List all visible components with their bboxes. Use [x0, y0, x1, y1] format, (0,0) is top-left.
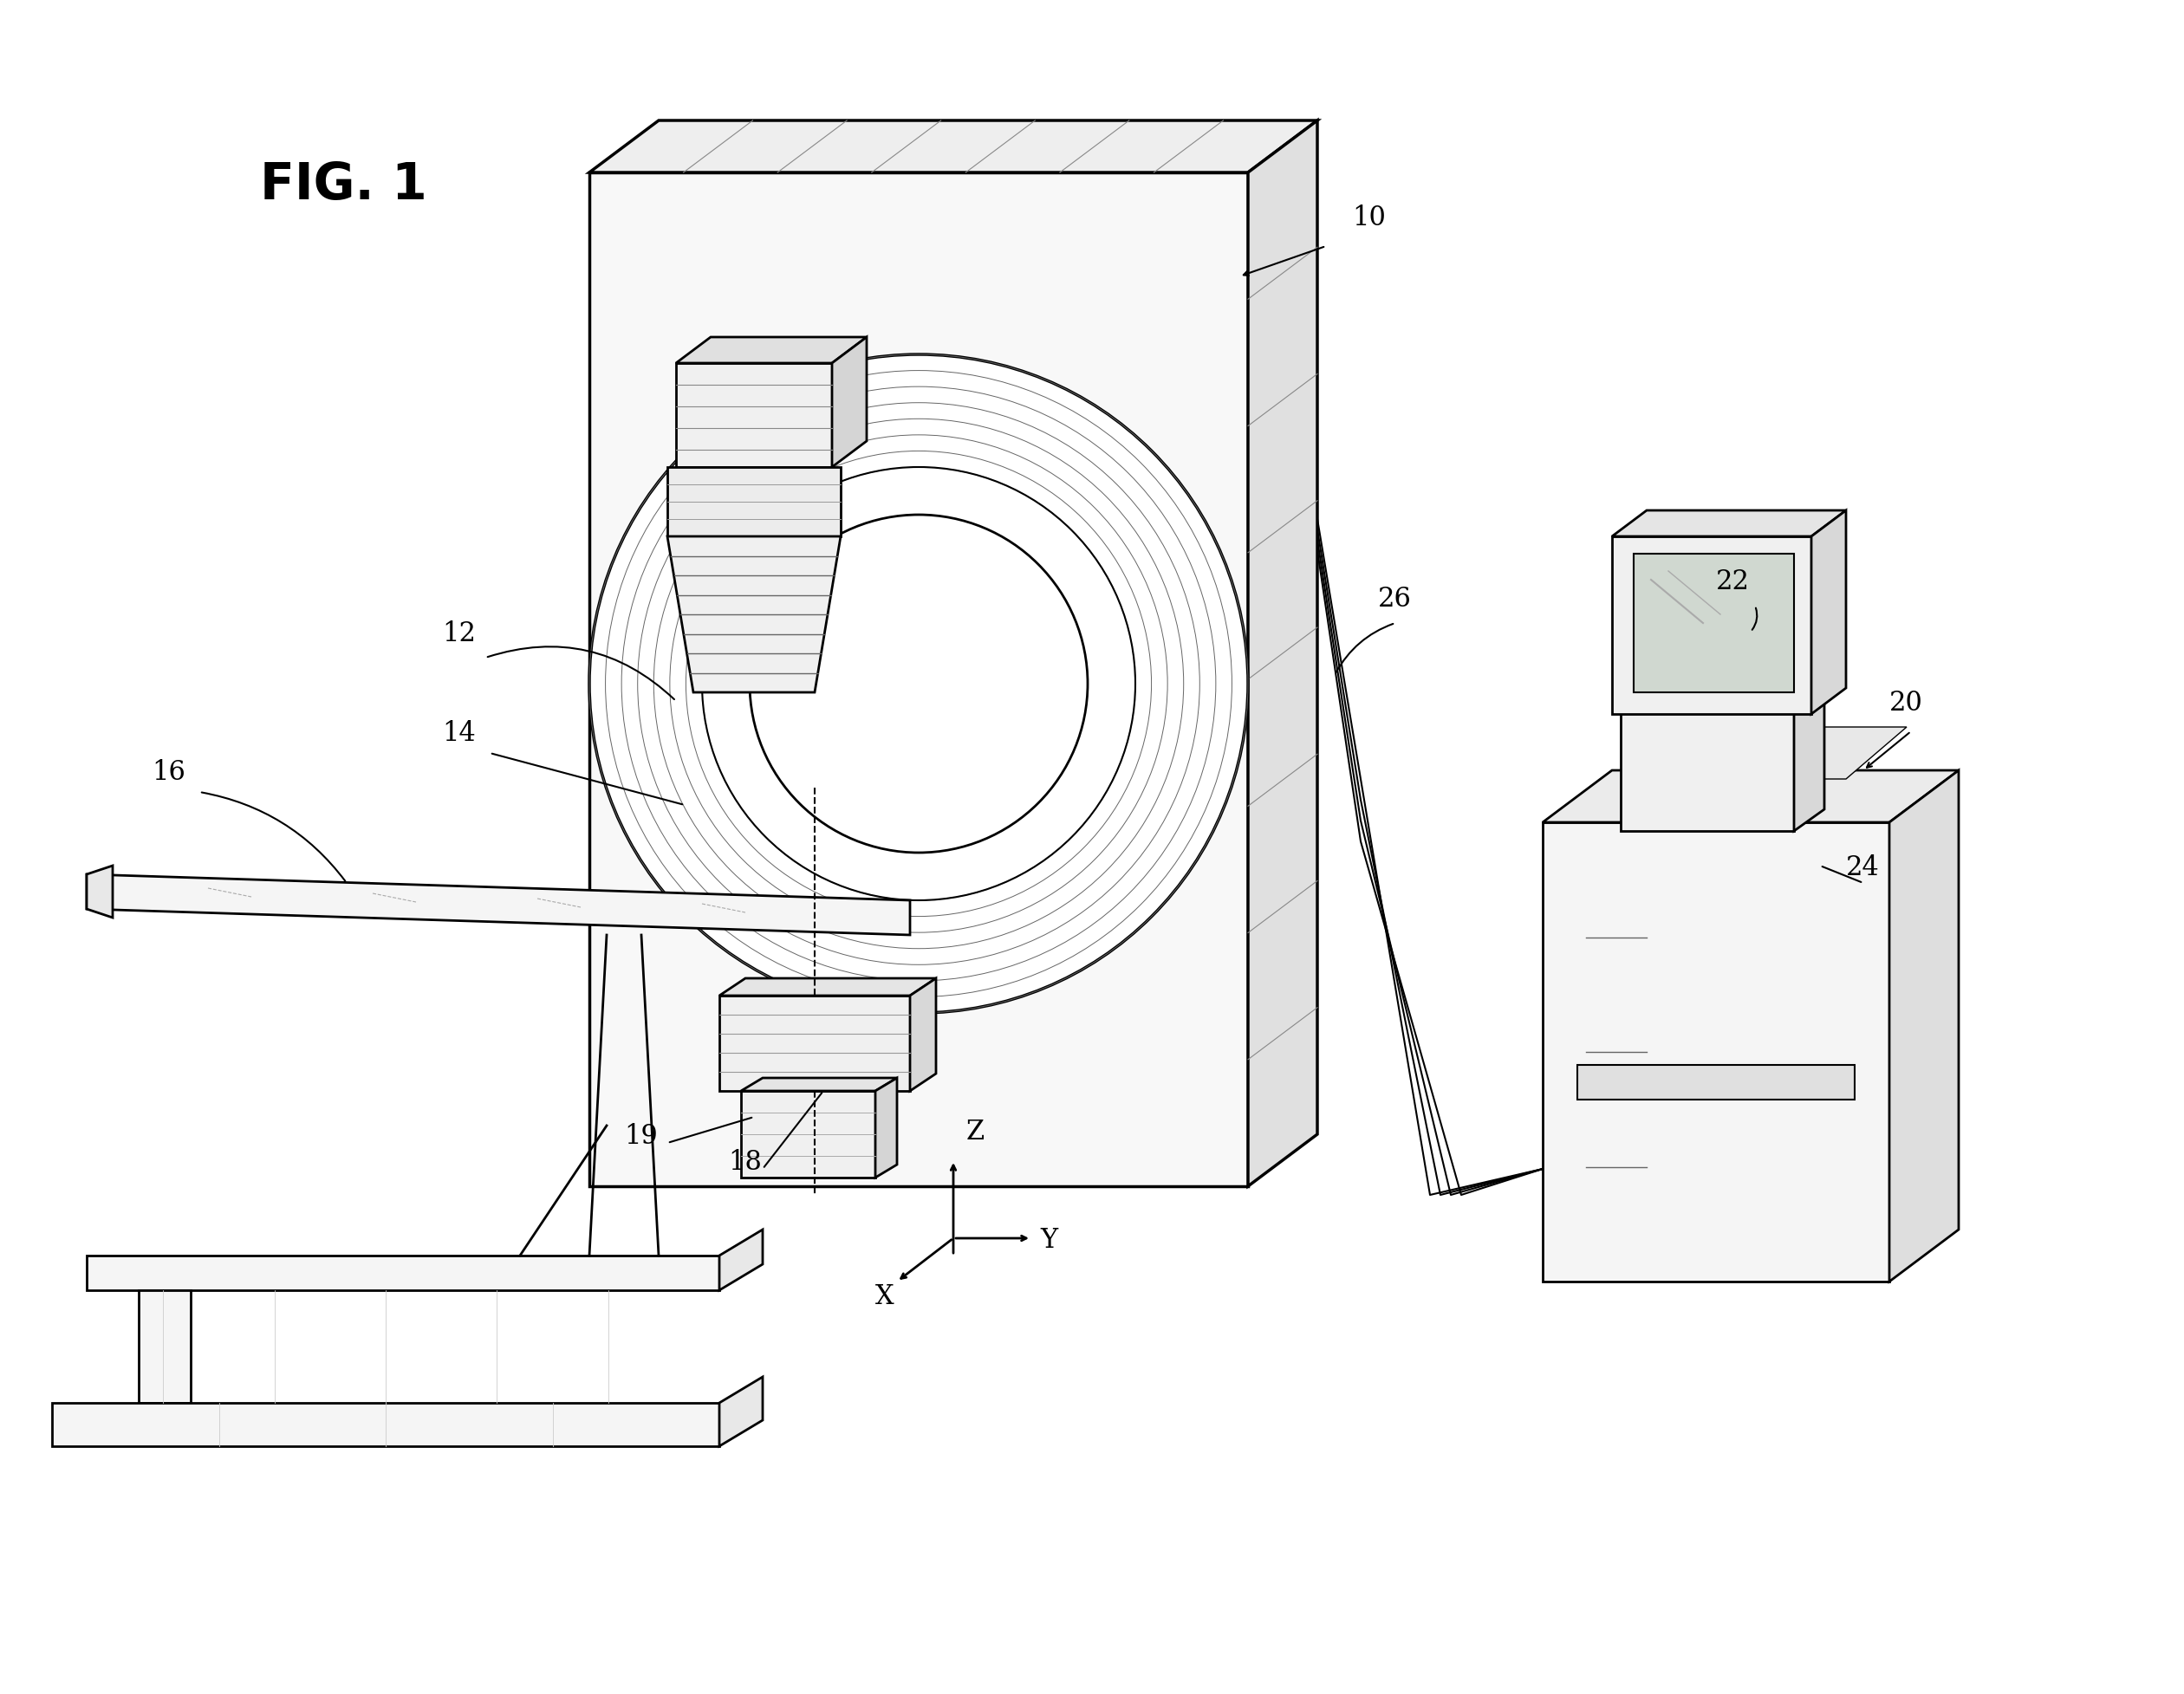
Text: Y: Y	[1040, 1226, 1057, 1254]
Text: 19: 19	[625, 1123, 657, 1149]
Polygon shape	[590, 173, 1247, 1186]
Text: 26: 26	[1378, 586, 1411, 612]
Circle shape	[590, 356, 1247, 1013]
Polygon shape	[1621, 710, 1793, 832]
Polygon shape	[1612, 512, 1845, 537]
Polygon shape	[87, 874, 911, 935]
Text: 10: 10	[1352, 205, 1385, 232]
Polygon shape	[668, 468, 841, 537]
Polygon shape	[1621, 688, 1824, 710]
Text: 22: 22	[1717, 567, 1749, 595]
Polygon shape	[832, 337, 867, 468]
Polygon shape	[719, 979, 937, 996]
Polygon shape	[590, 122, 1317, 173]
Polygon shape	[668, 537, 841, 693]
Polygon shape	[138, 1291, 190, 1403]
Text: 12: 12	[441, 620, 476, 647]
Polygon shape	[1612, 537, 1811, 715]
Polygon shape	[87, 1255, 719, 1291]
Text: 16: 16	[151, 759, 186, 786]
Polygon shape	[719, 1230, 762, 1291]
Text: Z: Z	[965, 1118, 985, 1145]
Polygon shape	[677, 337, 867, 364]
Text: 14: 14	[441, 720, 476, 747]
Polygon shape	[1634, 554, 1793, 693]
Polygon shape	[1542, 823, 1889, 1282]
Text: 24: 24	[1845, 854, 1880, 881]
Text: 20: 20	[1889, 689, 1924, 717]
Polygon shape	[87, 866, 114, 918]
Polygon shape	[740, 1079, 898, 1091]
Polygon shape	[1629, 727, 1907, 779]
Polygon shape	[1247, 122, 1317, 1186]
Polygon shape	[719, 996, 911, 1091]
Text: FIG. 1: FIG. 1	[260, 161, 428, 210]
Polygon shape	[1577, 1066, 1854, 1099]
Polygon shape	[876, 1079, 898, 1177]
Polygon shape	[1811, 512, 1845, 715]
Polygon shape	[677, 364, 832, 468]
Polygon shape	[719, 1377, 762, 1447]
Polygon shape	[1542, 771, 1959, 823]
Polygon shape	[911, 979, 937, 1091]
Text: X: X	[876, 1282, 893, 1309]
Polygon shape	[1793, 688, 1824, 832]
Circle shape	[749, 515, 1088, 854]
Text: 18: 18	[727, 1149, 762, 1176]
Polygon shape	[740, 1091, 876, 1177]
Polygon shape	[52, 1403, 719, 1447]
Polygon shape	[1889, 771, 1959, 1282]
